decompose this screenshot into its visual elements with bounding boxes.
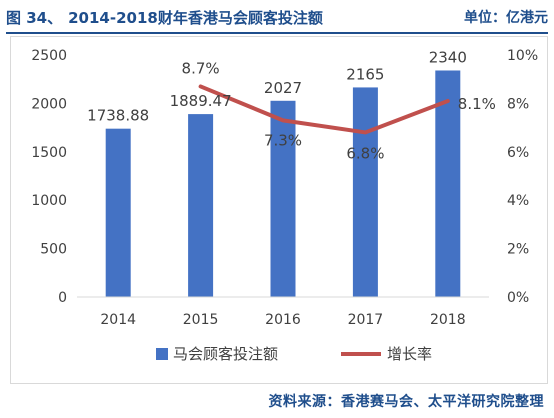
y-right-tick-label: 0%	[507, 290, 529, 306]
bar	[270, 100, 296, 297]
bar-value-label: 2340	[429, 48, 467, 66]
y-left-tick-label: 2500	[31, 48, 67, 64]
chart-title: 2014-2018财年香港马会顾客投注额	[68, 8, 323, 27]
unit-label: 单位：亿港元	[464, 10, 548, 26]
line-value-label: 7.3%	[264, 131, 302, 149]
bar-value-label: 1738.88	[87, 107, 149, 125]
legend-bar-swatch	[156, 348, 168, 360]
x-tick-label: 2016	[265, 312, 301, 328]
figure-label: 图 34、	[6, 8, 63, 27]
y-left-tick-label: 0	[58, 290, 67, 306]
line-value-label: 8.7%	[182, 59, 220, 77]
y-right-tick-label: 6%	[507, 145, 529, 161]
y-right-tick-label: 10%	[507, 48, 538, 64]
figure-caption: 图 34、 2014-2018财年香港马会顾客投注额 单位：亿港元	[6, 4, 548, 30]
chart-frame: 0 500 1000 1500 2000 2500 0% 2% 4% 6% 8% 10% 2014 201…	[10, 36, 548, 384]
y-right-tick-label: 4%	[507, 193, 529, 209]
line-point	[446, 99, 450, 103]
y-left-tick-label: 2000	[31, 96, 67, 112]
legend-line-label: 增长率	[387, 345, 432, 363]
growth-line	[198, 84, 450, 135]
bar	[105, 128, 131, 297]
line-value-label: 6.8%	[346, 144, 384, 162]
line-value-label: 8.1%	[458, 95, 496, 113]
bar	[435, 70, 461, 297]
x-tick-label: 2017	[348, 312, 384, 328]
bar	[188, 114, 214, 297]
y-right-tick-label: 8%	[507, 96, 529, 112]
caption-rule	[6, 32, 548, 34]
y-left-tick-label: 500	[40, 242, 67, 258]
x-tick-label: 2014	[100, 312, 136, 328]
line-point	[199, 84, 203, 88]
y-left-tick-label: 1500	[31, 145, 67, 161]
caption-title-group: 图 34、 2014-2018财年香港马会顾客投注额	[6, 7, 323, 28]
bar-value-label: 2165	[346, 65, 384, 83]
bar	[352, 87, 378, 297]
line-point	[363, 130, 367, 134]
x-tick-label: 2015	[183, 312, 219, 328]
legend-bar-label: 马会顾客投注额	[173, 345, 278, 363]
line-point	[281, 118, 285, 122]
bar-value-label: 1889.47	[170, 92, 232, 110]
chart: 0 500 1000 1500 2000 2500 0% 2% 4% 6% 8% 10% 2014 201…	[31, 48, 538, 363]
y-right-tick-label: 2%	[507, 242, 529, 258]
x-tick-label: 2018	[430, 312, 466, 328]
bar-value-label: 2027	[264, 79, 302, 97]
y-left-tick-label: 1000	[31, 193, 67, 209]
source-note: 资料来源：香港赛马会、太平洋研究院整理	[268, 394, 544, 410]
